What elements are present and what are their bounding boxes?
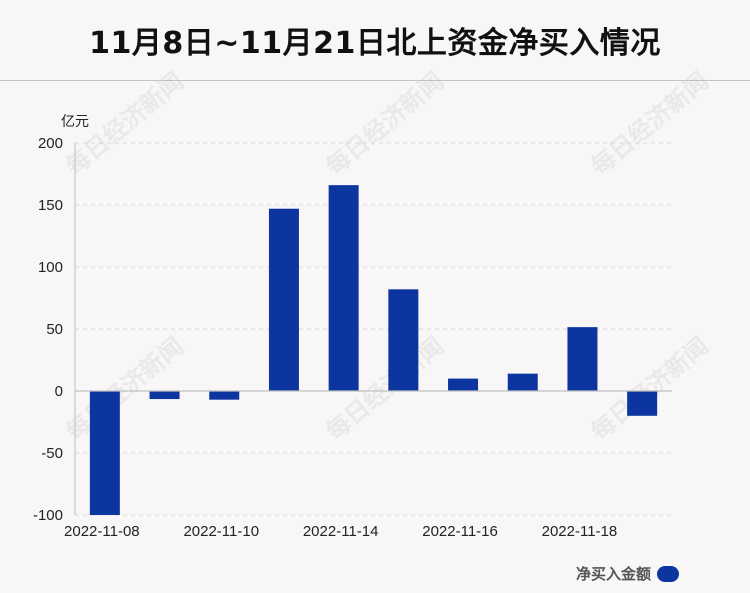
bar — [268, 208, 299, 391]
x-tick-label: 2022-11-08 — [64, 523, 140, 540]
watermark: 每日经济新闻 — [586, 67, 714, 181]
bar — [328, 185, 359, 391]
y-unit-label: 亿元 — [61, 114, 89, 130]
watermark: 每日经济新闻 — [61, 332, 189, 446]
title-divider — [0, 80, 750, 81]
chart-title: 11月8日~11月21日北上资金净买入情况 — [89, 26, 661, 61]
y-tick-label: 150 — [38, 197, 63, 214]
y-tick-label: 0 — [55, 383, 63, 400]
bar — [627, 391, 658, 416]
bar — [448, 378, 479, 391]
legend-swatch — [657, 565, 680, 582]
x-tick-label: 2022-11-18 — [542, 523, 618, 540]
legend[interactable]: 净买入金额 — [576, 563, 680, 584]
y-tick-label: -100 — [33, 507, 63, 524]
bar — [507, 373, 538, 391]
watermark: 每日经济新闻 — [321, 67, 449, 181]
x-tick-label: 2022-11-10 — [183, 523, 259, 540]
bar — [149, 391, 180, 400]
x-tick-label: 2022-11-14 — [303, 523, 379, 540]
x-tick-label: 2022-11-16 — [422, 523, 498, 540]
legend-label: 净买入金额 — [576, 565, 652, 583]
y-tick-label: -50 — [41, 445, 63, 462]
y-tick-label: 200 — [38, 135, 63, 152]
watermark: 每日经济新闻 — [586, 332, 714, 446]
bar — [209, 391, 240, 400]
bar — [89, 391, 120, 515]
y-tick-label: 100 — [38, 259, 63, 276]
bar — [388, 289, 419, 391]
bar — [567, 327, 598, 391]
y-tick-label: 50 — [46, 321, 63, 338]
